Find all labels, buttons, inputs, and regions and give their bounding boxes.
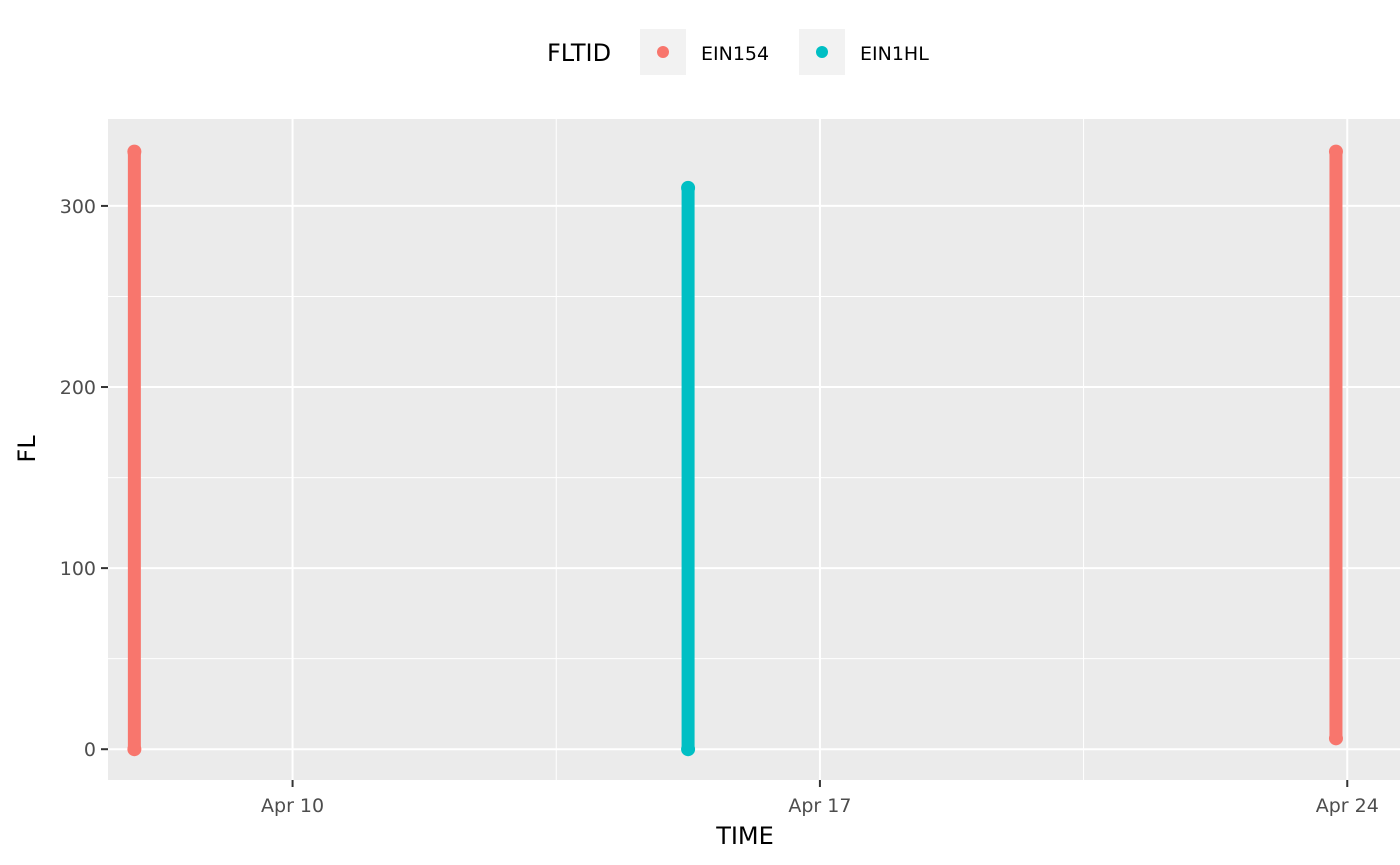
legend-label-ein1hl: EIN1HL bbox=[860, 43, 929, 65]
legend-item-ein154: EIN154 bbox=[640, 29, 769, 75]
y-axis-title: FL bbox=[13, 435, 41, 463]
data-point-ein154 bbox=[127, 742, 142, 757]
y-tick-label: 300 bbox=[60, 196, 96, 218]
legend-key-ein1hl bbox=[816, 46, 828, 58]
legend: FLTID EIN154 EIN1HL bbox=[547, 29, 929, 75]
legend-title: FLTID bbox=[547, 39, 611, 67]
y-tick-label: 0 bbox=[84, 739, 96, 761]
legend-item-ein1hl: EIN1HL bbox=[799, 29, 929, 75]
data-point-ein154 bbox=[127, 144, 142, 159]
data-point-ein154 bbox=[1328, 731, 1343, 746]
legend-key-ein154 bbox=[657, 46, 669, 58]
plot-panel bbox=[108, 119, 1400, 780]
minor-gridlines bbox=[108, 119, 1400, 780]
x-tick-label: Apr 10 bbox=[261, 795, 324, 817]
x-tick-label: Apr 24 bbox=[1316, 795, 1379, 817]
legend-label-ein154: EIN154 bbox=[701, 43, 769, 65]
data-point-ein1hl bbox=[681, 180, 696, 195]
data-point-ein1hl bbox=[681, 742, 696, 757]
major-gridlines bbox=[108, 119, 1400, 780]
x-tick-label: Apr 17 bbox=[788, 795, 851, 817]
y-tick-label: 200 bbox=[60, 377, 96, 399]
x-axis-title: TIME bbox=[715, 822, 774, 850]
y-axis: 0 100 200 300 bbox=[60, 196, 108, 761]
y-tick-label: 100 bbox=[60, 558, 96, 580]
data-point-ein154 bbox=[1328, 144, 1343, 159]
x-axis: Apr 10 Apr 17 Apr 24 bbox=[261, 780, 1379, 817]
data-points bbox=[127, 144, 1343, 757]
